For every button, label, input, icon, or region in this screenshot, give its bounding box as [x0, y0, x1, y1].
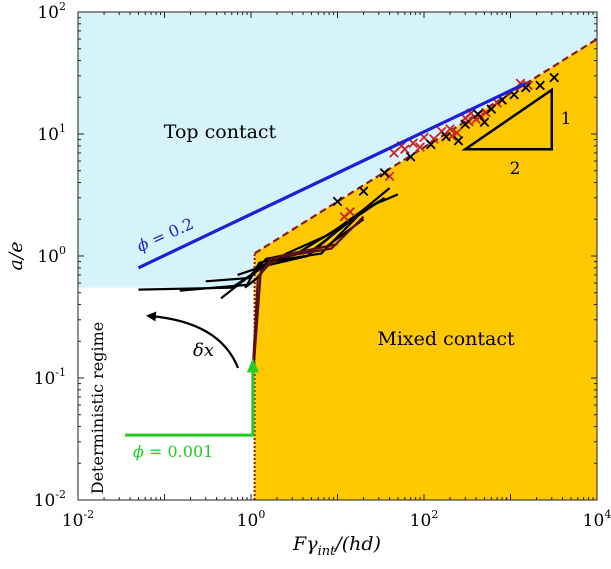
red-cross-marker — [384, 171, 395, 182]
slope-horizontal-label: 2 — [510, 159, 521, 179]
y-tick-labels: 10-2 10-1 100 101 102 — [34, 0, 66, 511]
y-axis-label: a/e — [5, 242, 27, 271]
trajectories — [138, 187, 399, 300]
dark-trajectories — [251, 215, 365, 379]
dark-trajectory-1 — [251, 215, 365, 369]
black-cross-marker — [405, 151, 416, 162]
plot-contents — [125, 38, 597, 500]
green-arrowhead — [246, 358, 259, 373]
black-cross-marker — [358, 186, 369, 196]
green-line — [125, 368, 255, 437]
y-tick-label: 100 — [37, 244, 66, 267]
red-cross-marker — [408, 138, 419, 149]
blue-line — [137, 81, 527, 270]
red-cross-marker — [445, 124, 455, 134]
slope-vertical-label: 1 — [561, 109, 572, 129]
boundary-slope-dashed — [253, 38, 597, 255]
y-tick-label: 101 — [37, 122, 66, 145]
red-cross-marker — [481, 107, 491, 118]
red-cross-marker — [345, 207, 355, 217]
red-cross-marker — [399, 144, 410, 155]
delta-x-label: δx — [193, 340, 214, 361]
mixed-contact-label: Mixed contact — [377, 328, 515, 350]
x-axis-label: Fγint/(hd) — [292, 533, 381, 559]
deterministic-regime-label: Deterministic regime — [88, 322, 107, 494]
x-tick-label: 102 — [410, 508, 439, 531]
black-cross-marker — [549, 72, 560, 83]
delta-x-arrow — [146, 311, 240, 369]
top-contact-label: Top contact — [164, 121, 277, 143]
black-cross-marker — [332, 196, 343, 207]
mixed-contact-region — [254, 39, 597, 500]
black-cross-marker — [379, 168, 390, 178]
x-tick-label: 100 — [237, 508, 266, 531]
green-line-label: ϕ = 0.001 — [133, 442, 213, 461]
trajectory-1 — [138, 187, 391, 291]
red-crosses — [339, 78, 533, 222]
slope-triangle — [461, 87, 554, 151]
x-tick-label: 104 — [583, 508, 611, 531]
black-cross-marker — [453, 135, 464, 146]
red-cross-marker — [389, 148, 399, 158]
black-cross-marker — [473, 109, 483, 120]
x-tick-labels: 10-2 100 102 104 — [62, 508, 611, 531]
y-tick-label: 10-2 — [34, 488, 66, 511]
dark-trajectory-2 — [251, 243, 338, 379]
x-tick-label: 10-2 — [62, 508, 94, 531]
black-cross-marker — [426, 139, 436, 150]
y-tick-label: 10-1 — [34, 366, 66, 389]
red-cross-marker — [415, 142, 425, 153]
red-cross-marker — [429, 134, 439, 144]
red-cross-marker — [452, 128, 462, 138]
y-tick-label: 102 — [37, 0, 66, 23]
black-cross-marker — [460, 119, 471, 130]
ticks — [77, 11, 598, 501]
black-cross-marker — [535, 80, 545, 91]
black-cross-marker — [486, 104, 497, 114]
black-crosses — [332, 72, 560, 207]
black-cross-marker — [441, 131, 451, 142]
black-cross-marker — [479, 117, 490, 128]
